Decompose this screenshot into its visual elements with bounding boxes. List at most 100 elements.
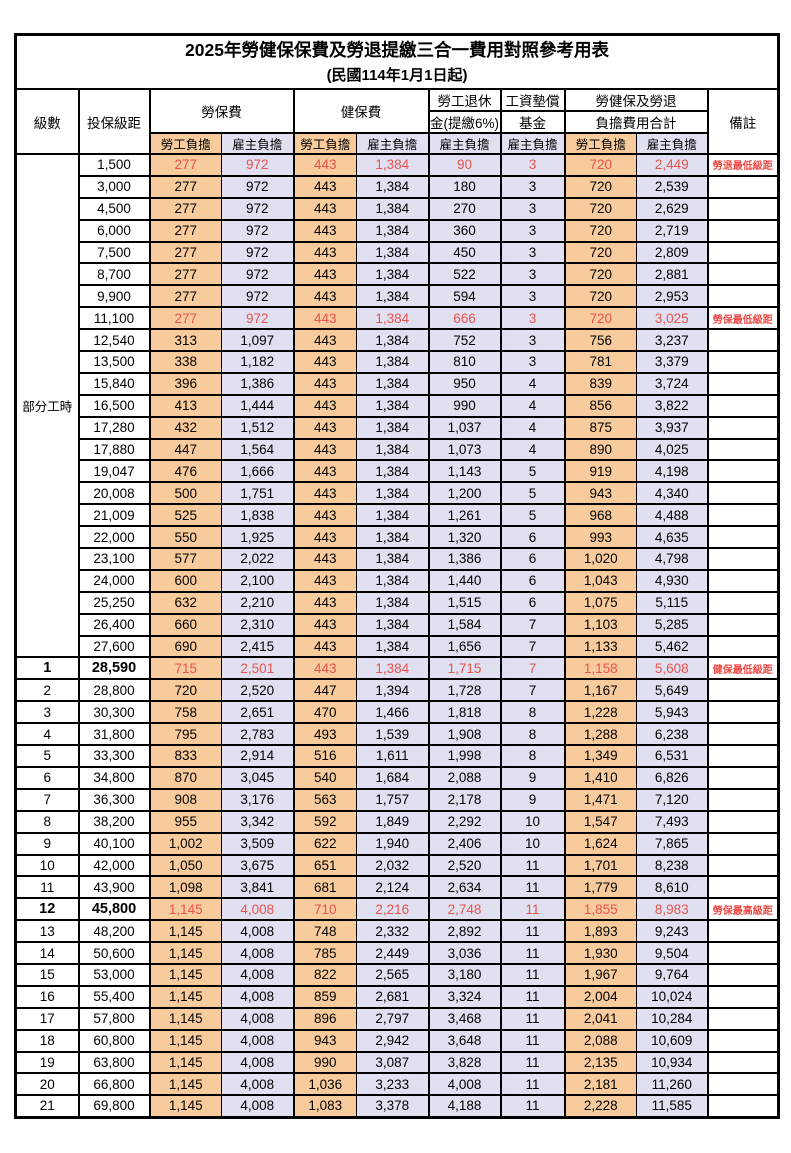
pension-employer-cell: 180 — [427, 174, 502, 199]
health-ins-employee-cell: 447 — [292, 678, 357, 703]
total-employer-cell: 10,934 — [636, 1050, 709, 1075]
labor-ins-employer-cell: 4,008 — [221, 1072, 295, 1097]
level-cell: 9 — [14, 831, 80, 856]
total-employer-cell: 3,237 — [636, 328, 709, 353]
health-ins-employee-cell: 443 — [292, 459, 357, 484]
health-ins-employee-cell: 443 — [292, 350, 357, 374]
table-row: 4,500 277 972 443 1,384 270 3 720 2,629 — [16, 196, 780, 221]
wage-fund-employer-cell: 7 — [499, 656, 566, 681]
health-ins-employer-cell: 1,384 — [356, 328, 430, 353]
remark-cell — [706, 262, 780, 287]
salary-bracket-cell: 3,000 — [77, 174, 151, 199]
health-ins-employee-cell: 443 — [292, 328, 357, 353]
health-ins-employee-cell: 622 — [292, 831, 357, 856]
pension-employer-cell: 3,828 — [427, 1050, 502, 1075]
level-cell: 19 — [14, 1050, 80, 1075]
total-employee-cell: 943 — [563, 481, 637, 506]
health-ins-employee-cell: 443 — [292, 174, 357, 199]
level-cell: 13 — [14, 919, 80, 944]
total-employee-cell: 720 — [563, 196, 637, 221]
pension-employer-cell: 810 — [427, 350, 502, 374]
remark-cell — [706, 1028, 780, 1053]
pension-employer-cell: 1,261 — [427, 503, 502, 528]
pension-employer-cell: 2,634 — [427, 875, 502, 900]
total-employer-cell: 7,120 — [636, 787, 709, 812]
labor-ins-employee-cell: 870 — [148, 765, 222, 790]
subheader-labor-employee: 勞工負擔 — [148, 132, 222, 155]
wage-fund-employer-cell: 7 — [499, 612, 566, 637]
total-employee-cell: 1,228 — [563, 700, 637, 725]
labor-ins-employer-cell: 972 — [221, 240, 295, 265]
wage-fund-employer-cell: 5 — [499, 459, 566, 484]
total-employer-cell: 10,609 — [636, 1028, 709, 1053]
level-cell: 5 — [14, 744, 80, 768]
remark-cell — [706, 568, 780, 593]
labor-ins-employee-cell: 277 — [148, 240, 222, 265]
labor-ins-employer-cell: 972 — [221, 153, 295, 177]
total-employer-cell: 4,488 — [636, 503, 709, 528]
health-ins-employee-cell: 443 — [292, 590, 357, 615]
subheader-health-employer: 雇主負擔 — [356, 132, 430, 155]
labor-ins-employer-cell: 2,310 — [221, 612, 295, 637]
group-label-part-time: 部分工時 — [14, 152, 80, 659]
labor-ins-employee-cell: 277 — [148, 262, 222, 287]
health-ins-employee-cell: 443 — [292, 437, 357, 462]
pension-employer-cell: 3,648 — [427, 1028, 502, 1053]
health-ins-employee-cell: 859 — [292, 984, 357, 1009]
total-employee-cell: 720 — [563, 174, 637, 199]
health-ins-employer-cell: 2,124 — [356, 875, 430, 900]
labor-ins-employee-cell: 1,145 — [148, 984, 222, 1009]
total-employer-cell: 4,930 — [636, 568, 709, 593]
salary-bracket-cell: 36,300 — [77, 787, 151, 812]
pension-employer-cell: 1,515 — [427, 590, 502, 615]
salary-bracket-cell: 8,700 — [77, 262, 151, 287]
remark-cell — [706, 678, 780, 703]
total-employee-cell: 1,471 — [563, 787, 637, 812]
salary-bracket-cell: 28,590 — [77, 656, 151, 681]
table-row: 22,000 550 1,925 443 1,384 1,320 6 993 4,635 — [16, 525, 780, 550]
wage-fund-employer-cell: 3 — [499, 284, 566, 309]
labor-ins-employer-cell: 3,342 — [221, 809, 295, 834]
health-ins-employer-cell: 1,384 — [356, 568, 430, 593]
labor-ins-employee-cell: 277 — [148, 284, 222, 309]
pension-employer-cell: 950 — [427, 371, 502, 396]
labor-ins-employee-cell: 277 — [148, 196, 222, 221]
health-ins-employer-cell: 2,565 — [356, 962, 430, 987]
labor-ins-employee-cell: 1,145 — [148, 897, 222, 922]
table-row: 16,500 413 1,444 443 1,384 990 4 856 3,822 — [16, 393, 780, 418]
health-ins-employee-cell: 443 — [292, 525, 357, 550]
remark-cell — [706, 196, 780, 221]
header-wage-fund-line2: 基金 — [499, 110, 566, 134]
health-ins-employer-cell: 2,332 — [356, 919, 430, 944]
labor-ins-employee-cell: 600 — [148, 568, 222, 593]
table-row: 14 50,600 1,145 4,008 785 2,449 3,036 11 1,930 9,… — [14, 941, 780, 965]
salary-bracket-cell: 9,900 — [77, 284, 151, 309]
remark-cell: 勞退最低級距 — [706, 153, 780, 177]
labor-ins-employer-cell: 4,008 — [221, 1094, 295, 1119]
remark-cell — [706, 328, 780, 353]
remark-cell — [706, 525, 780, 550]
salary-bracket-cell: 28,800 — [77, 678, 151, 703]
salary-bracket-cell: 12,540 — [77, 328, 151, 353]
total-employer-cell: 8,983 — [636, 897, 709, 922]
wage-fund-employer-cell: 3 — [499, 153, 566, 177]
total-employee-cell: 1,020 — [563, 547, 637, 571]
labor-ins-employee-cell: 1,002 — [148, 831, 222, 856]
total-employer-cell: 2,953 — [636, 284, 709, 309]
level-cell: 2 — [14, 678, 80, 703]
labor-ins-employee-cell: 338 — [148, 350, 222, 374]
health-ins-employee-cell: 681 — [292, 875, 357, 900]
table-row: 部分工時 1,500 277 972 443 1,384 90 3 720 2,449 勞退最低級距 — [14, 152, 780, 659]
table-row: 15 53,000 1,145 4,008 822 2,565 3,180 11 1,967 9,… — [14, 962, 780, 987]
pension-employer-cell: 1,386 — [427, 547, 502, 571]
total-employer-cell: 7,865 — [636, 831, 709, 856]
total-employee-cell: 2,181 — [563, 1072, 637, 1097]
total-employee-cell: 1,043 — [563, 568, 637, 593]
level-cell: 15 — [14, 962, 80, 987]
labor-ins-employee-cell: 313 — [148, 328, 222, 353]
remark-cell — [706, 1050, 780, 1075]
labor-ins-employer-cell: 1,925 — [221, 525, 295, 550]
total-employee-cell: 839 — [563, 371, 637, 396]
labor-ins-employer-cell: 972 — [221, 262, 295, 287]
total-employer-cell: 9,764 — [636, 962, 709, 987]
